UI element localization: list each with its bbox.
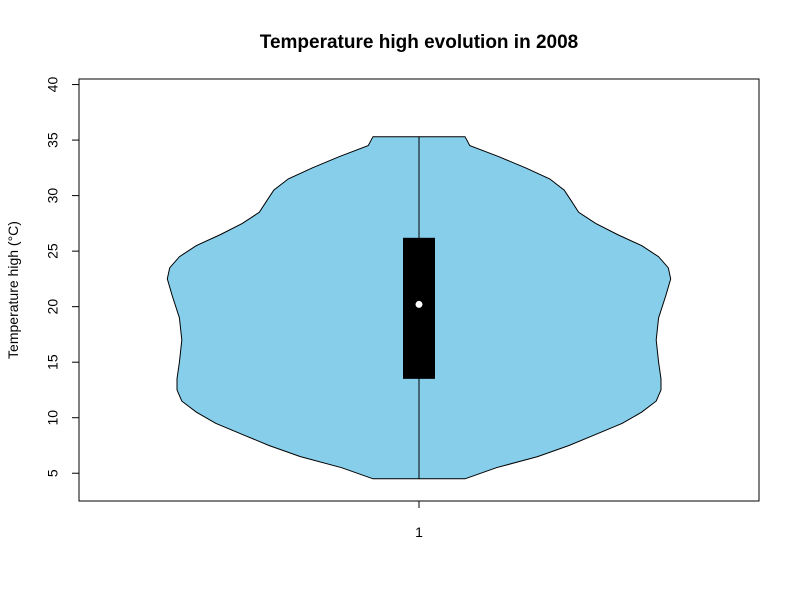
chart-title: Temperature high evolution in 2008 xyxy=(260,32,579,53)
y-axis: 5 10 15 20 25 30 35 40 xyxy=(45,77,80,477)
y-tick-label: 40 xyxy=(45,77,61,93)
median-point xyxy=(415,300,423,308)
y-tick-label: 10 xyxy=(45,410,61,426)
y-tick-label: 5 xyxy=(45,469,61,477)
y-tick-label: 15 xyxy=(45,354,61,370)
iqr-box xyxy=(403,237,435,379)
plot-area xyxy=(166,136,672,480)
x-tick-label: 1 xyxy=(415,524,423,540)
x-axis: 1 xyxy=(415,501,423,540)
y-tick-label: 20 xyxy=(45,299,61,315)
y-tick-label: 25 xyxy=(45,243,61,259)
y-tick-label: 30 xyxy=(45,188,61,204)
y-tick-label: 35 xyxy=(45,132,61,148)
y-axis-label: Temperature high (°C) xyxy=(5,221,21,359)
